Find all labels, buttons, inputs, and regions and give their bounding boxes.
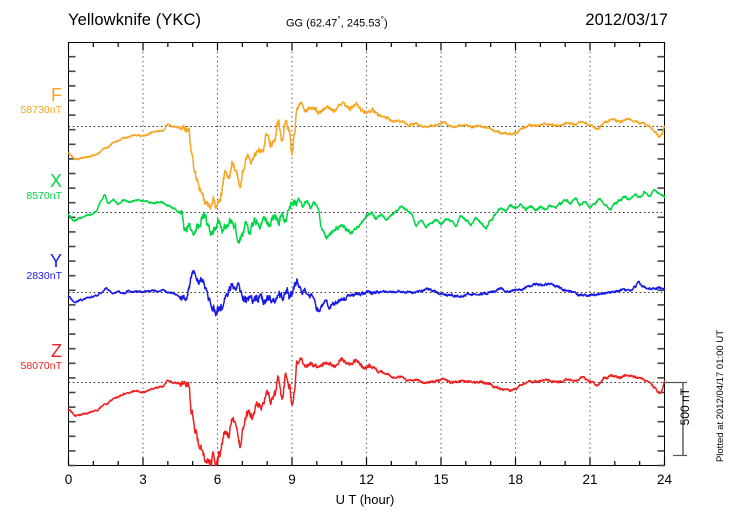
- component-baseline-value-Y: 2830nT: [26, 270, 62, 282]
- station-title: Yellowknife (YKC): [68, 11, 202, 29]
- geographic-coordinates: GG (62.47°, 245.53°): [286, 14, 388, 30]
- x-tick-label-9: 9: [288, 472, 296, 487]
- geo-longitude: 245.53: [346, 17, 381, 30]
- component-letter-F: F: [51, 85, 62, 105]
- scale-bar-label: 500 nT: [678, 388, 692, 426]
- geo-latitude: 62.47: [309, 17, 338, 30]
- component-letter-Y: Y: [49, 251, 62, 271]
- degree-icon: °: [380, 14, 384, 24]
- component-letter-X: X: [49, 171, 62, 191]
- geo-suffix: ): [383, 17, 388, 30]
- component-baseline-value-X: 8570nT: [26, 190, 62, 202]
- plot-date: 2012/03/17: [585, 11, 668, 29]
- component-label-Y: Y 2830nT: [2, 252, 62, 282]
- x-tick-label-3: 3: [139, 472, 147, 487]
- x-tick-label-15: 15: [433, 472, 449, 487]
- component-baseline-value-F: 58730nT: [20, 104, 62, 116]
- component-baseline-value-Z: 58070nT: [20, 360, 62, 372]
- plot-frame: [68, 42, 665, 466]
- x-axis-title: U T (hour): [335, 492, 395, 507]
- component-letter-Z: Z: [51, 341, 62, 361]
- x-tick-label-12: 12: [358, 472, 375, 487]
- x-tick-label-6: 6: [213, 472, 222, 487]
- x-tick-label-0: 0: [64, 472, 73, 487]
- component-label-F: F 58730nT: [2, 86, 62, 116]
- component-label-Z: Z 58070nT: [2, 342, 62, 372]
- x-tick-label-21: 21: [582, 472, 598, 487]
- x-tick-label-24: 24: [656, 472, 673, 487]
- component-label-X: X 8570nT: [2, 172, 62, 202]
- x-tick-label-18: 18: [507, 472, 524, 487]
- geo-prefix: GG (: [286, 17, 310, 30]
- degree-icon: °: [337, 14, 341, 24]
- plotted-at-timestamp: Plotted at 2012/04/17 01:00 UT: [715, 330, 726, 463]
